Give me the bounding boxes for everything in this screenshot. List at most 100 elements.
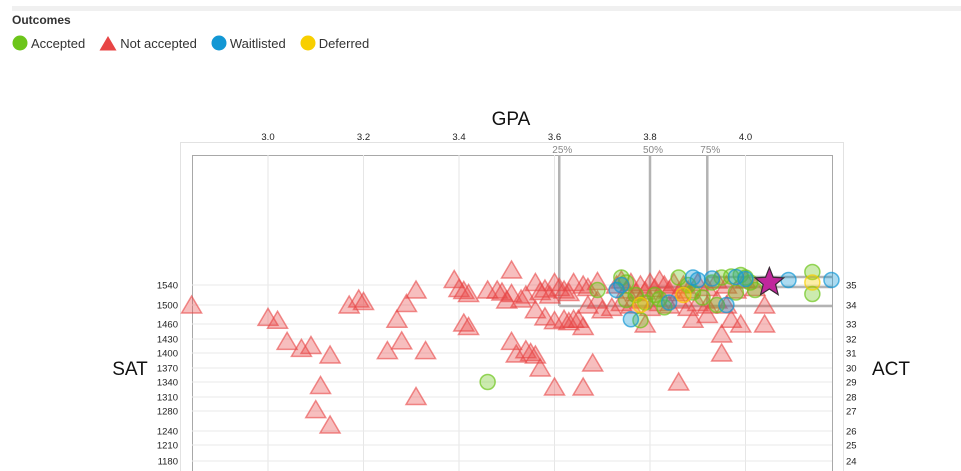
sat-tick-label: 1210 [157,441,178,452]
not-accepted-point [495,289,519,309]
deferred-point [632,296,649,314]
accepted-point [804,285,821,303]
waitlisted-point [608,281,625,299]
act-tick-label: 32 [846,335,857,346]
accepted-point [651,290,668,308]
not-accepted-point [452,312,476,332]
left-axis-title: SAT [112,359,148,380]
not-accepted-point [667,289,690,309]
x-tick-label: 3.8 [643,132,656,143]
waitlisted-point [780,271,797,289]
plot-area [192,155,833,471]
waitlisted-point [622,311,640,328]
sat-tick-label: 1180 [158,457,178,468]
not-accepted-point [318,414,342,434]
not-accepted-point [571,376,595,396]
legend-item-waitlisted[interactable]: Waitlisted [211,35,286,51]
legend-item-deferred[interactable]: Deferred [300,35,369,51]
legend-label: Waitlisted [229,35,286,51]
not-accepted-point [524,299,547,319]
not-accepted-point [500,330,523,351]
x-tick-label: 3.4 [452,132,465,143]
not-accepted-point [743,277,767,297]
gpa-percentile-label: 25% [552,145,572,156]
accepted-point [727,284,745,301]
not-accepted-point [180,294,203,314]
sat-tick-label: 1400 [157,349,178,360]
act-tick-label: 24 [846,457,857,468]
accepted-point [589,281,606,299]
deferred-point [804,274,821,291]
not-accepted-point [385,308,409,328]
gpa-percentile-label: 50% [643,145,663,156]
not-accepted-point [629,274,652,294]
sat-tick-label: 1460 [157,320,178,331]
not-accepted-point [519,342,542,362]
not-accepted-point [390,330,414,350]
you-star-marker [753,265,786,296]
act-tick-label: 35 [846,281,857,292]
act-tick-label: 31 [846,349,857,360]
sat-tick-label: 1340 [157,378,178,389]
not-accepted-point [404,386,428,406]
deferred-circle-icon [300,35,316,51]
not-accepted-point [452,280,476,300]
x-axis-title: GPA [492,109,531,130]
sat-tick-label: 1500 [157,301,178,312]
not-accepted-point [695,304,719,324]
not-accepted-point [318,344,342,364]
gpa-percentile-label: 75% [700,145,720,156]
accepted-circle-icon [12,35,28,51]
legend-item-accepted[interactable]: Accepted [12,35,85,51]
act-tick-label: 34 [846,301,857,312]
legend-label: Not accepted [120,35,197,51]
sat-tick-label: 1370 [157,364,178,375]
accepted-point [479,373,496,391]
legend: Accepted Not accepted Waitlisted Deferre… [12,35,383,51]
waitlisted-point [823,271,840,289]
deferred-point [675,286,692,304]
not-accepted-point [376,340,399,360]
not-accepted-point [543,272,566,292]
not-accepted-point [309,375,332,395]
not-accepted-point [562,272,585,292]
sat-tick-label: 1310 [157,393,178,404]
not-accepted-point [710,342,733,362]
not-accepted-point [681,308,705,328]
not-accepted-point [686,292,710,312]
accepted-point [617,291,635,309]
not-accepted-point [543,310,566,330]
legend-label: Accepted [31,35,86,51]
not-accepted-point [275,330,299,351]
not-accepted-point [404,279,428,299]
not-accepted-point [528,357,552,377]
not-accepted-point [557,311,581,331]
x-tick-label: 3.0 [261,132,274,143]
not-accepted-point [571,316,595,336]
not-accepted-point [753,294,776,314]
not-accepted-point [304,399,328,419]
not-accepted-point [500,259,523,279]
top-divider-bar [12,6,961,11]
not-accepted-point [256,306,280,327]
sat-tick-label: 1430 [157,335,178,346]
not-accepted-point [414,340,437,360]
legend-item-not-accepted[interactable]: Not accepted [99,35,197,51]
not-accepted-point [299,335,323,355]
not-accepted-point [729,313,753,333]
legend-title: Outcomes [12,13,71,27]
waitlisted-point [660,294,678,311]
act-tick-label: 33 [846,320,857,331]
not-accepted-point [457,316,480,336]
sat-tick-label: 1280 [157,407,178,418]
not-accepted-point [638,272,662,292]
x-tick-label: 3.2 [357,132,370,143]
not-accepted-point [710,323,733,343]
outer-frame [180,142,844,471]
sat-tick-label: 1240 [157,427,178,438]
waitlisted-point [689,271,706,289]
not-accepted-point [485,279,509,299]
not-accepted-point [753,313,776,333]
act-tick-label: 25 [846,441,857,452]
